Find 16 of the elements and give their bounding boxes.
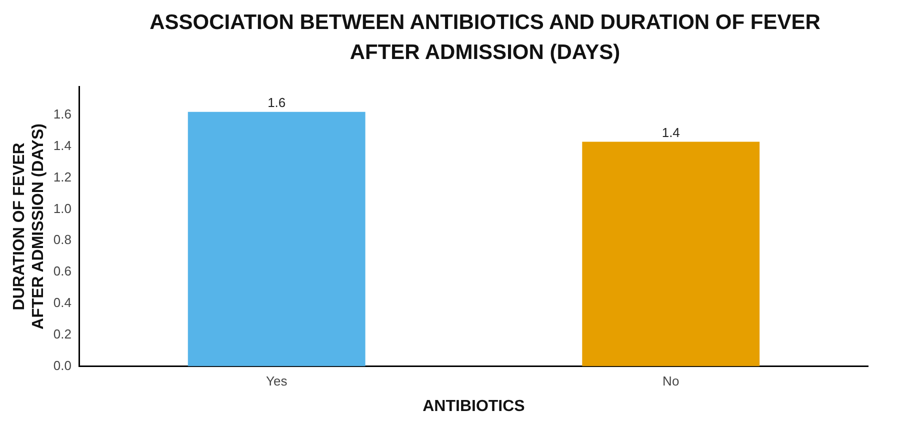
y-tick-label: 1.4 bbox=[53, 138, 72, 154]
y-tick-label: 1.6 bbox=[53, 106, 72, 122]
data-label: 1.4 bbox=[662, 124, 680, 140]
x-tick-label: Yes bbox=[266, 374, 288, 389]
chart-title: ASSOCIATION BETWEEN ANTIBIOTICS AND DURATION OF FEVER AFTER ADMISSION (DAYS) bbox=[148, 10, 822, 66]
x-tick-label: No bbox=[662, 374, 680, 389]
y-tick-label: 0.2 bbox=[53, 326, 72, 342]
x-axis-title: ANTIBIOTICS bbox=[422, 398, 526, 415]
y-tick-label: 1.2 bbox=[53, 169, 72, 184]
y-tick-label: 1.0 bbox=[53, 200, 72, 216]
y-tick-label: 0.8 bbox=[53, 232, 72, 248]
data-label: 1.6 bbox=[268, 94, 286, 110]
y-tick-label: 0.6 bbox=[53, 264, 72, 279]
y-axis-title: DURATION OF FEVER AFTER ADMISSION (DAYS) bbox=[11, 124, 48, 330]
y-tick-label: 0.4 bbox=[53, 294, 72, 310]
y-tick-label: 0.0 bbox=[53, 358, 72, 373]
